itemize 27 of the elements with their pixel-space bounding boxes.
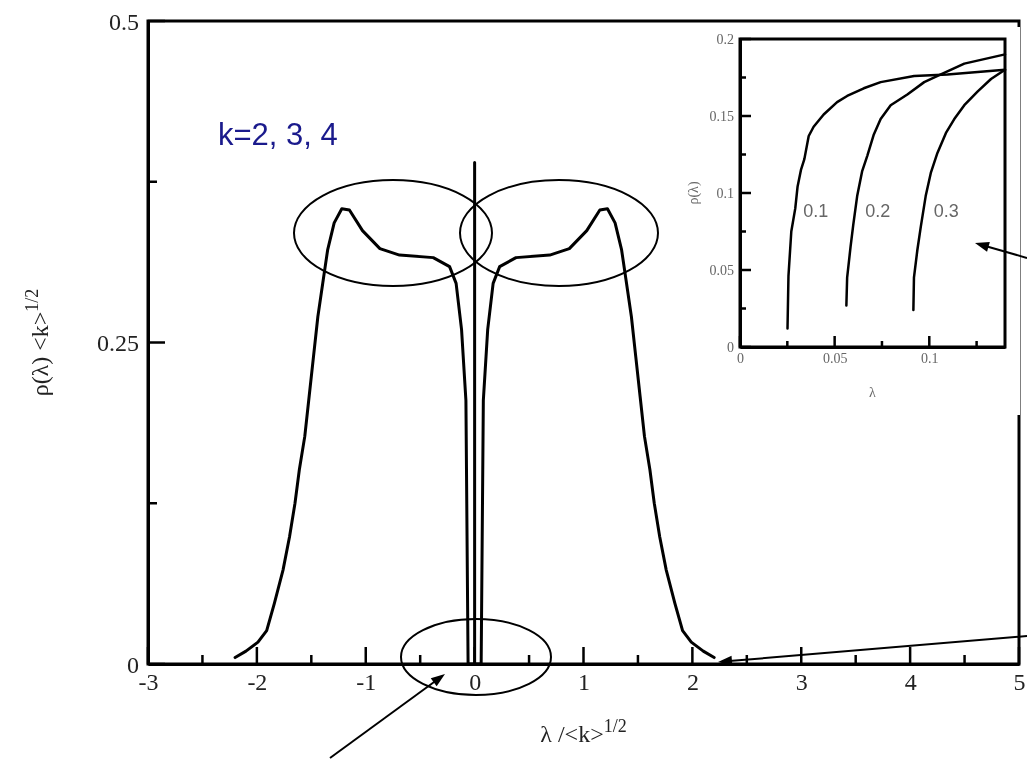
x-tick-label: 0.05: [822, 350, 848, 366]
y-tick-label: 0.15: [709, 109, 734, 125]
x-tick-label: 0: [469, 669, 482, 696]
series-label: 0.2: [865, 201, 891, 222]
x-axis-title: λ: [869, 385, 877, 400]
annotation: k=2, 3, 4: [218, 117, 338, 152]
y-tick-label: 0: [727, 340, 734, 356]
x-tick-label: 2: [686, 669, 699, 696]
x-axis-title: λ /<k>$^{1/2}$: [540, 716, 627, 747]
y-axis-title: ρ(λ): [686, 181, 702, 205]
x-tick-label: -3: [138, 669, 159, 696]
y-tick-label: 0: [127, 651, 139, 678]
y-tick-label: 0.2: [716, 32, 734, 48]
x-tick-label: -2: [247, 669, 268, 696]
x-tick-label: 0: [737, 350, 744, 366]
x-tick-label: 4: [904, 669, 917, 696]
x-tick-label: 3: [795, 669, 808, 696]
y-tick-label: 0.25: [97, 330, 139, 357]
series-label: 0.3: [933, 201, 959, 222]
x-tick-label: 1: [578, 669, 590, 696]
y-tick-label: 0.05: [709, 263, 734, 279]
x-tick-label: 5: [1013, 669, 1026, 696]
y-tick-label: 0.1: [716, 186, 734, 202]
series-label: 0.1: [803, 201, 829, 222]
x-tick-label: -1: [356, 669, 377, 696]
x-tick-label: 0.1: [921, 350, 939, 366]
y-tick-label: 0.5: [109, 8, 139, 35]
